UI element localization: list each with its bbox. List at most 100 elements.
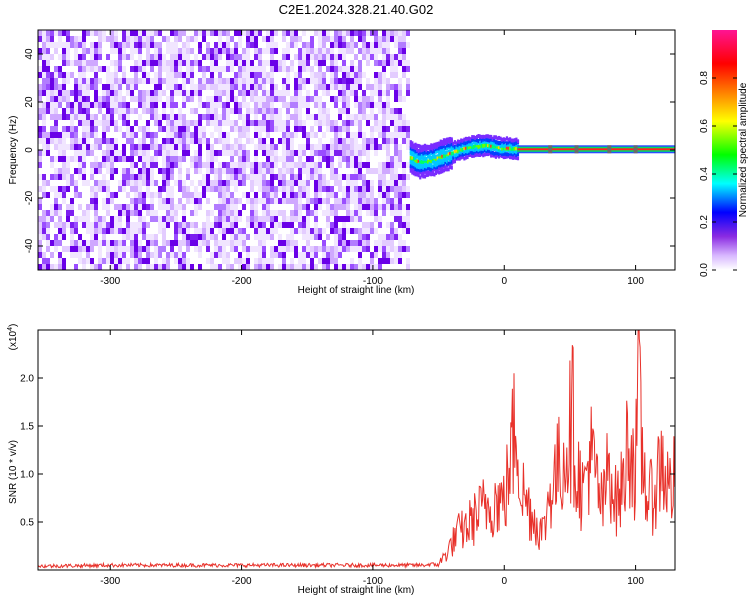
spectrogram-noise-cell xyxy=(234,174,238,180)
spectrogram-noise-cell xyxy=(318,126,322,132)
spectrogram-signal-cell xyxy=(433,142,436,147)
spectrogram-noise-cell xyxy=(66,36,70,42)
spectrogram-noise-cell xyxy=(350,78,354,84)
spectrogram-noise-cell xyxy=(278,174,282,180)
spectrogram-noise-cell xyxy=(130,180,134,186)
spectrogram-noise-cell xyxy=(358,108,362,114)
spectrogram-noise-cell xyxy=(362,180,366,186)
spectrogram-noise-cell xyxy=(78,240,82,246)
spectrogram-noise-cell xyxy=(362,246,366,252)
spectrogram-noise-cell xyxy=(238,138,242,144)
spectrogram-noise-cell xyxy=(346,156,350,162)
spectrogram-noise-cell xyxy=(186,132,190,138)
spectrogram-signal-cell xyxy=(412,143,416,148)
spectrogram-noise-cell xyxy=(166,264,170,270)
spectrogram-noise-cell xyxy=(138,102,142,108)
spectrogram-noise-cell xyxy=(382,102,386,108)
spectrogram-noise-cell xyxy=(298,96,302,102)
spectrogram-noise-cell xyxy=(54,78,58,84)
spectrogram-noise-cell xyxy=(382,114,386,120)
spectrogram-noise-cell xyxy=(270,60,274,66)
spectrogram-noise-cell xyxy=(290,228,294,234)
spectrogram-noise-cell xyxy=(226,132,230,138)
spectrogram-signal-cell xyxy=(415,153,419,158)
spectrogram-noise-cell xyxy=(218,174,222,180)
spectrogram-noise-cell xyxy=(198,204,202,210)
spectrogram-noise-cell xyxy=(150,114,154,120)
spectrogram-signal-peak xyxy=(507,146,510,150)
spectrogram-signal-cell xyxy=(477,138,480,143)
spectrogram-noise-cell xyxy=(154,246,158,252)
spectrogram-noise-cell xyxy=(234,60,238,66)
spectrogram-noise-cell xyxy=(314,114,318,120)
spectrogram-signal-cell xyxy=(483,143,486,148)
spectrogram-noise-cell xyxy=(38,246,42,252)
spectrogram-noise-cell xyxy=(182,228,186,234)
spectrogram-noise-cell xyxy=(62,150,66,156)
spectrogram-noise-cell xyxy=(94,90,98,96)
spectrogram-signal-cell xyxy=(450,145,453,150)
spectrogram-noise-cell xyxy=(346,174,350,180)
spectrogram-noise-cell xyxy=(170,96,174,102)
spectrogram-noise-cell xyxy=(346,48,350,54)
spectrogram-noise-cell xyxy=(258,186,262,192)
spectrogram-noise-cell xyxy=(334,228,338,234)
spectrogram-signal-cell xyxy=(499,141,502,146)
spectrogram-noise-cell xyxy=(178,246,182,252)
spectrogram-noise-cell xyxy=(178,54,182,60)
spectrogram-noise-cell xyxy=(222,150,226,156)
spectrogram-signal-cell xyxy=(423,156,427,161)
spectrogram-noise-cell xyxy=(250,204,254,210)
y-tick-label: 40 xyxy=(24,48,35,60)
spectrogram-signal-cell xyxy=(439,151,442,156)
spectrogram-noise-cell xyxy=(138,264,142,270)
spectrogram-noise-cell xyxy=(290,168,294,174)
spectrogram-noise-cell xyxy=(150,60,154,66)
spectrogram-noise-cell xyxy=(282,150,286,156)
spectrogram-signal-cell xyxy=(436,144,439,149)
spectrogram-noise-cell xyxy=(366,180,370,186)
spectrogram-noise-cell xyxy=(234,138,238,144)
spectrogram-noise-cell xyxy=(174,150,178,156)
spectrogram-noise-cell xyxy=(346,126,350,132)
spectrogram-noise-cell xyxy=(158,204,162,210)
spectrogram-noise-cell xyxy=(390,30,394,36)
spectrogram-noise-cell xyxy=(370,42,374,48)
spectrogram-noise-cell xyxy=(310,258,314,264)
spectrogram-noise-cell xyxy=(206,42,210,48)
spectrogram-noise-cell xyxy=(266,72,270,78)
spectrogram-signal-cell xyxy=(431,149,434,154)
spectrogram-noise-cell xyxy=(162,216,166,222)
spectrogram-signal-cell xyxy=(456,152,460,157)
spectrogram-signal-cell xyxy=(419,162,422,167)
spectrogram-noise-cell xyxy=(106,156,110,162)
spectrogram-noise-cell xyxy=(382,192,386,198)
spectrogram-noise-cell xyxy=(90,114,94,120)
spectrogram-signal-cell xyxy=(490,140,493,145)
spectrogram-noise-cell xyxy=(270,258,274,264)
spectrogram-noise-cell xyxy=(106,258,110,264)
spectrogram-noise-cell xyxy=(134,132,138,138)
spectrogram-noise-cell xyxy=(286,186,290,192)
spectrogram-noise-cell xyxy=(230,246,234,252)
spectrogram-noise-cell xyxy=(370,252,374,258)
spectrogram-noise-cell xyxy=(350,162,354,168)
spectrogram-noise-cell xyxy=(186,78,190,84)
spectrogram-noise-cell xyxy=(50,216,54,222)
spectrogram-noise-cell xyxy=(46,78,50,84)
spectrogram-noise-cell xyxy=(90,174,94,180)
spectrogram-noise-cell xyxy=(114,48,118,54)
spectrogram-noise-cell xyxy=(62,84,66,90)
spectrogram-noise-cell xyxy=(238,162,242,168)
spectrogram-noise-cell xyxy=(54,42,58,48)
spectrogram-noise-cell xyxy=(310,132,314,138)
spectrogram-noise-cell xyxy=(206,168,210,174)
spectrogram-noise-cell xyxy=(254,132,258,138)
spectrogram-signal-cell xyxy=(466,136,469,141)
spectrogram-signal-cell xyxy=(431,159,434,164)
spectrogram-noise-cell xyxy=(394,198,398,204)
spectrogram-noise-cell xyxy=(70,156,74,162)
spectrogram-noise-cell xyxy=(110,102,114,108)
spectrogram-noise-cell xyxy=(118,114,122,120)
spectrogram-noise-cell xyxy=(310,246,314,252)
